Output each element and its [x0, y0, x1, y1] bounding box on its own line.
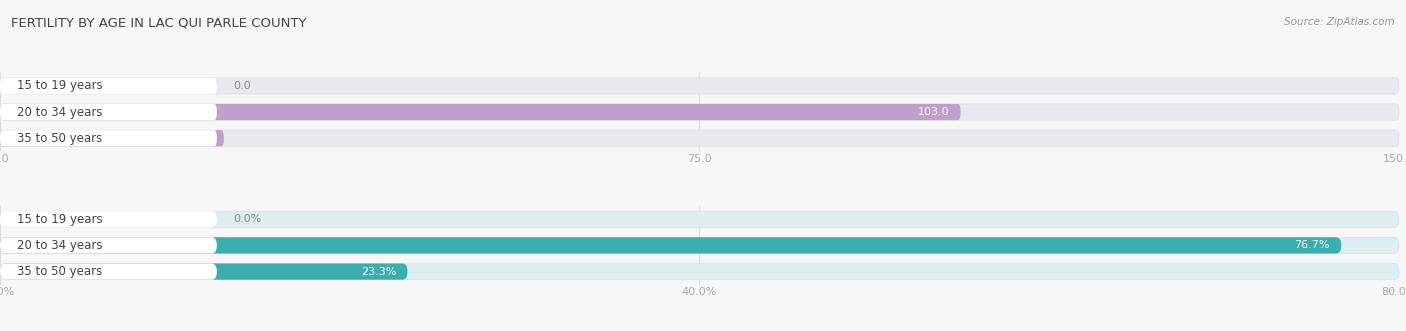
FancyBboxPatch shape: [0, 263, 1399, 280]
FancyBboxPatch shape: [0, 211, 217, 227]
FancyBboxPatch shape: [0, 263, 217, 280]
FancyBboxPatch shape: [0, 104, 960, 120]
FancyBboxPatch shape: [0, 263, 408, 280]
FancyBboxPatch shape: [0, 104, 217, 120]
FancyBboxPatch shape: [0, 130, 1399, 146]
Text: 0.0: 0.0: [233, 81, 252, 91]
FancyBboxPatch shape: [0, 130, 224, 146]
Text: 0.0%: 0.0%: [233, 214, 262, 224]
FancyBboxPatch shape: [0, 130, 217, 146]
Text: 35 to 50 years: 35 to 50 years: [17, 132, 103, 145]
Text: 20 to 34 years: 20 to 34 years: [17, 106, 103, 118]
Text: 76.7%: 76.7%: [1295, 240, 1330, 251]
Text: 24.0: 24.0: [188, 133, 212, 143]
Text: 20 to 34 years: 20 to 34 years: [17, 239, 103, 252]
Text: 23.3%: 23.3%: [361, 266, 396, 277]
FancyBboxPatch shape: [0, 237, 1399, 254]
FancyBboxPatch shape: [0, 237, 1341, 254]
Text: FERTILITY BY AGE IN LAC QUI PARLE COUNTY: FERTILITY BY AGE IN LAC QUI PARLE COUNTY: [11, 17, 307, 29]
Text: 15 to 19 years: 15 to 19 years: [17, 79, 103, 92]
FancyBboxPatch shape: [0, 237, 217, 254]
Text: 15 to 19 years: 15 to 19 years: [17, 213, 103, 226]
FancyBboxPatch shape: [0, 78, 217, 94]
FancyBboxPatch shape: [0, 104, 1399, 120]
Text: 103.0: 103.0: [918, 107, 949, 117]
FancyBboxPatch shape: [0, 211, 1399, 227]
Text: Source: ZipAtlas.com: Source: ZipAtlas.com: [1284, 17, 1395, 26]
FancyBboxPatch shape: [0, 78, 1399, 94]
Text: 35 to 50 years: 35 to 50 years: [17, 265, 103, 278]
